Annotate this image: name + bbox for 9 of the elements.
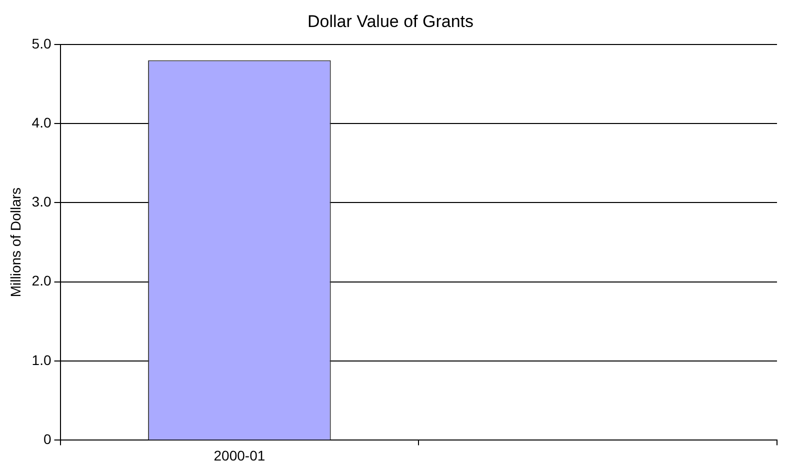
chart-title: Dollar Value of Grants bbox=[308, 12, 474, 31]
y-tick-label: 3.0 bbox=[32, 194, 52, 210]
y-axis-title: Millions of Dollars bbox=[7, 187, 24, 298]
x-tick-label: 2000-01 bbox=[214, 447, 266, 464]
y-tick-label: 5.0 bbox=[32, 35, 52, 52]
y-tick-label: 0 bbox=[43, 431, 52, 448]
y-tick-label: 1.0 bbox=[32, 352, 52, 368]
y-tick-label: 2.0 bbox=[32, 272, 52, 289]
y-tick-label: 4.0 bbox=[32, 114, 52, 130]
